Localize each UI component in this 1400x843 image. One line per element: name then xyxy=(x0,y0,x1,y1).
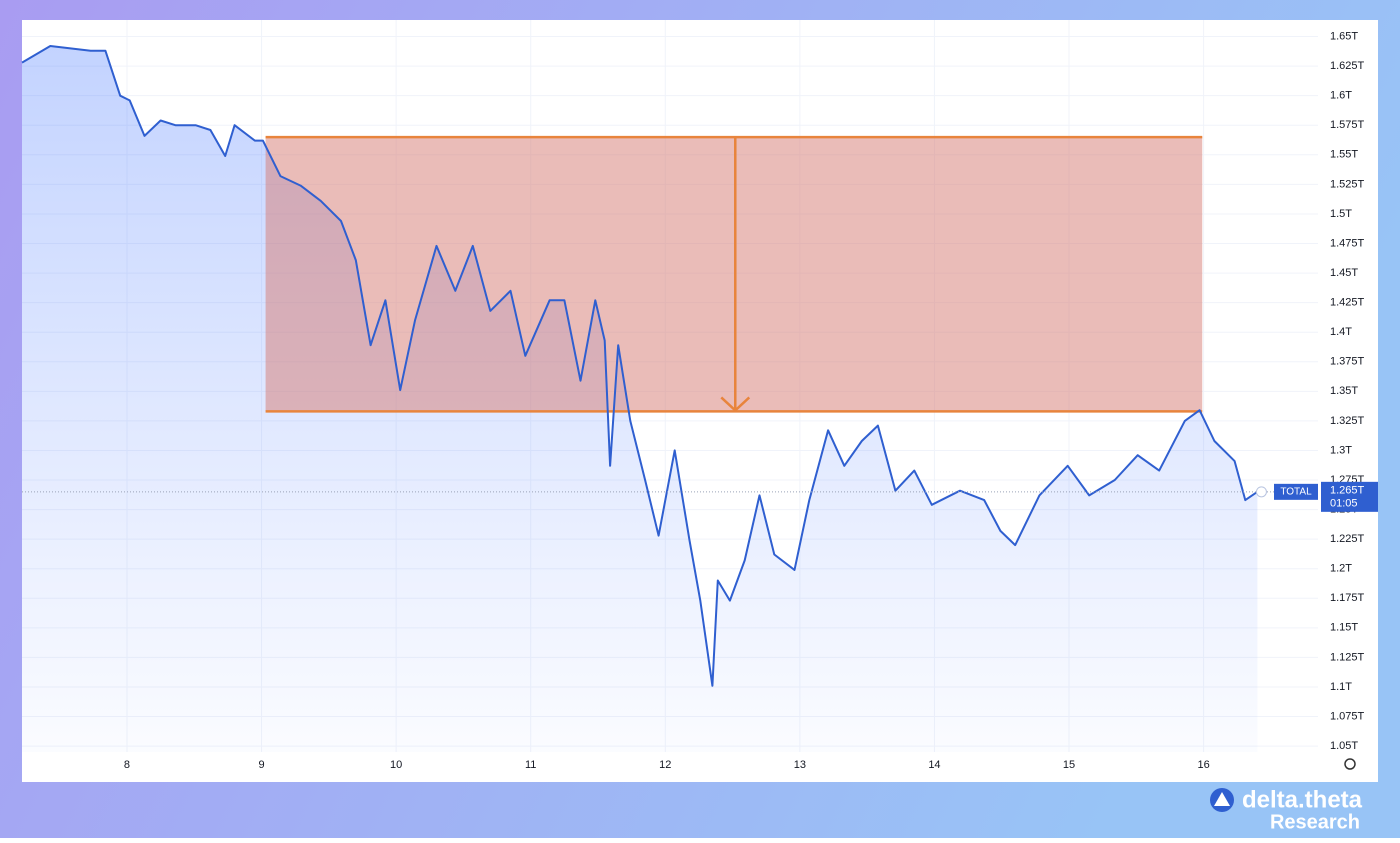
measure-box xyxy=(265,137,1203,412)
y-tick-label: 1.3T xyxy=(1330,444,1352,456)
x-tick-label: 11 xyxy=(525,759,536,771)
y-tick-label: 1.15T xyxy=(1330,622,1358,634)
y-tick-label: 1.225T xyxy=(1330,533,1365,545)
x-tick-label: 10 xyxy=(390,759,402,771)
x-tick-label: 16 xyxy=(1197,759,1209,771)
y-tick-label: 1.525T xyxy=(1330,178,1365,190)
y-tick-label: 1.4T xyxy=(1330,326,1352,338)
y-tick-label: 1.175T xyxy=(1330,592,1365,604)
countdown-label: 01:05 xyxy=(1330,498,1358,510)
y-tick-label: 1.35T xyxy=(1330,385,1358,397)
y-tick-label: 1.125T xyxy=(1330,651,1365,663)
measure-arrowhead xyxy=(720,396,751,413)
x-tick-label: 12 xyxy=(659,759,671,771)
y-tick-label: 1.325T xyxy=(1330,415,1365,427)
y-tick-label: 1.425T xyxy=(1330,297,1365,309)
last-point xyxy=(1255,486,1267,498)
y-tick-label: 1.65T xyxy=(1330,30,1358,42)
symbol-label: TOTAL xyxy=(1280,486,1312,497)
y-tick-label: 1.575T xyxy=(1330,119,1365,131)
y-tick-label: 1.5T xyxy=(1330,208,1352,220)
settings-icon[interactable] xyxy=(1344,758,1356,770)
y-tick-label: 1.05T xyxy=(1330,740,1358,752)
brand-subtitle: Research xyxy=(1270,811,1360,833)
last-price-label: 1.265T xyxy=(1330,485,1365,497)
y-tick-label: 1.475T xyxy=(1330,237,1365,249)
plot: 1.05T 1.075T 1.1T 1.125T 1.15T 1.175T 1.2T 1.22… xyxy=(21,20,1378,771)
y-tick-label: 1.6T xyxy=(1330,90,1352,102)
symbol-tag xyxy=(1274,483,1318,500)
y-tick-label: 1.55T xyxy=(1330,149,1358,161)
price-line xyxy=(21,45,1258,687)
y-tick-label: 1.075T xyxy=(1330,710,1365,722)
logo-mark xyxy=(1214,792,1230,806)
y-tick-label: 1.375T xyxy=(1330,356,1365,368)
x-tick-label: 9 xyxy=(258,759,264,771)
y-tick-label: 1.45T xyxy=(1330,267,1358,279)
x-tick-label: 8 xyxy=(124,759,130,771)
x-tick-label: 15 xyxy=(1063,759,1075,771)
y-tick-label: 1.2T xyxy=(1330,563,1352,575)
price-tag xyxy=(1321,481,1378,512)
x-tick-label: 13 xyxy=(794,759,806,771)
y-tick-label: 1.1T xyxy=(1330,681,1352,693)
y-tick-label: 1.625T xyxy=(1330,60,1365,72)
brand-name: delta.theta xyxy=(1242,786,1363,813)
x-tick-label: 14 xyxy=(928,759,940,771)
